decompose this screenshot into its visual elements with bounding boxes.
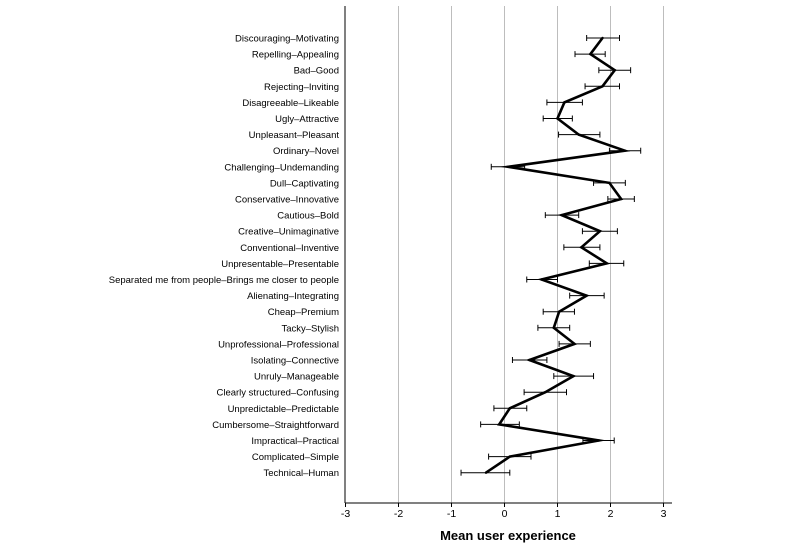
data-point xyxy=(601,36,604,40)
category-label: Unpresentable–Presentable xyxy=(221,259,339,270)
mean-line xyxy=(485,37,631,474)
x-axis-ticks: -3 -2 -1 0 1 2 3 xyxy=(341,503,667,520)
data-point xyxy=(619,197,623,201)
category-label: Ordinary–Novel xyxy=(273,146,339,157)
category-label: Impractical–Practical xyxy=(251,436,339,447)
data-point xyxy=(608,181,611,185)
data-point xyxy=(544,391,547,394)
x-tick-label: 3 xyxy=(661,508,667,520)
data-point xyxy=(573,342,576,346)
data-point xyxy=(508,407,511,410)
category-label: Cheap–Premium xyxy=(268,307,339,318)
series-line xyxy=(484,36,631,474)
data-point xyxy=(572,374,575,378)
data-point xyxy=(585,294,588,297)
grid-lines xyxy=(398,6,664,503)
data-point xyxy=(597,439,601,442)
data-point xyxy=(540,278,543,281)
x-tick-label: -3 xyxy=(341,508,350,520)
category-label: Bad–Good xyxy=(294,66,339,77)
data-point xyxy=(528,358,531,362)
data-point xyxy=(557,310,561,313)
x-axis-title: Mean user experience xyxy=(440,528,576,543)
category-label: Alienating–Integrating xyxy=(247,291,339,302)
category-label: Challenging–Undemanding xyxy=(224,162,339,173)
data-point xyxy=(508,455,511,458)
data-point xyxy=(507,165,510,168)
data-point xyxy=(484,471,488,474)
category-label: Unprofessional–Professional xyxy=(218,339,339,350)
category-label: Repelling–Appealing xyxy=(252,50,339,61)
category-label: Tacky–Stylish xyxy=(281,323,339,334)
data-point xyxy=(563,101,566,104)
category-label: Rejecting–Inviting xyxy=(264,82,339,93)
category-label: Clearly structured–Confusing xyxy=(216,388,339,399)
x-tick-label: 1 xyxy=(555,508,561,520)
plot-frame xyxy=(344,6,672,504)
x-tick-label: 0 xyxy=(502,508,508,520)
data-point xyxy=(580,246,583,249)
category-label: Unruly–Manageable xyxy=(254,372,339,383)
category-label: Separated me from people–Brings me close… xyxy=(109,275,339,286)
category-label: Isolating–Connective xyxy=(251,356,339,367)
category-label: Creative–Unimaginative xyxy=(238,227,339,238)
category-label: Unpleasant–Pleasant xyxy=(249,130,340,141)
error-bars xyxy=(460,35,642,476)
data-point xyxy=(589,52,592,56)
category-label: Ugly–Attractive xyxy=(275,114,339,125)
x-tick-label: -2 xyxy=(394,508,403,520)
category-label: Conservative–Innovative xyxy=(235,195,339,206)
data-point xyxy=(598,230,602,233)
data-point xyxy=(556,117,559,120)
data-point xyxy=(498,423,501,426)
category-labels: Discouraging–Motivating Repelling–Appeali… xyxy=(109,34,340,480)
x-tick-label: -1 xyxy=(447,508,456,520)
data-point xyxy=(601,85,604,88)
category-label: Dull–Captivating xyxy=(270,178,339,189)
category-label: Conventional–Inventive xyxy=(240,243,339,254)
data-point xyxy=(577,133,580,136)
data-point xyxy=(623,149,627,152)
x-tick-label: 2 xyxy=(608,508,614,520)
category-label: Cautious–Bold xyxy=(277,211,339,222)
category-label: Technical–Human xyxy=(263,468,339,479)
category-label: Unpredictable–Predictable xyxy=(228,404,339,415)
data-point xyxy=(613,69,616,72)
category-label: Cumbersome–Straightforward xyxy=(212,420,339,431)
data-point xyxy=(552,326,555,329)
data-point xyxy=(560,213,563,217)
category-label: Complicated–Simple xyxy=(252,452,339,463)
category-label: Disagreeable–Likeable xyxy=(242,98,339,109)
data-point xyxy=(605,262,608,265)
category-label: Discouraging–Motivating xyxy=(235,34,339,45)
